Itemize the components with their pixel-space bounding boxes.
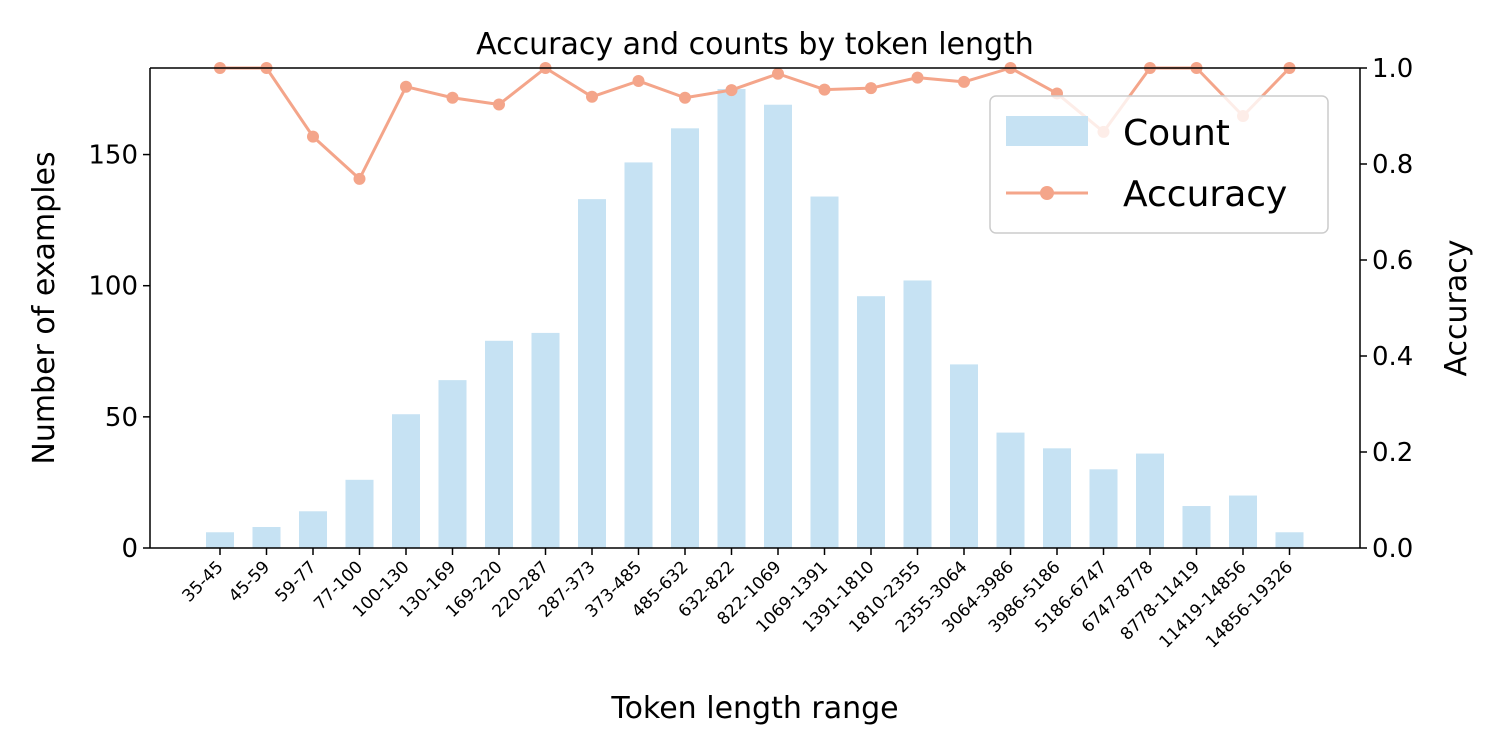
bar-8778-11419: [1182, 506, 1211, 548]
bar-632-822: [717, 88, 746, 548]
accuracy-point-1810-2355: [911, 71, 924, 84]
bar-35-45: [206, 532, 234, 548]
plot-area: 0501001500.00.20.40.60.81.035-4545-5959-…: [88, 54, 1413, 652]
bar-287-373: [578, 199, 606, 549]
bar-14856-19326: [1275, 532, 1304, 548]
accuracy-point-1069-1391: [818, 83, 831, 96]
y2-tick-label: 0.6: [1372, 246, 1413, 276]
bar-220-287: [531, 332, 560, 548]
accuracy-point-77-100: [353, 172, 366, 185]
accuracy-point-287-373: [586, 90, 598, 103]
accuracy-point-130-169: [446, 91, 459, 104]
y2-tick-label: 0.0: [1372, 534, 1413, 564]
x-tick-label: 35-45: [178, 557, 227, 606]
accuracy-point-2355-3064: [958, 75, 970, 88]
bar-130-169: [438, 380, 467, 548]
bar-100-130: [392, 414, 420, 548]
bar-11419-14856: [1229, 495, 1257, 548]
legend-count-label: Count: [1123, 113, 1230, 154]
y2-tick-label: 0.4: [1372, 342, 1413, 372]
accuracy-point-169-220: [493, 98, 505, 111]
bar-1391-1810: [857, 296, 885, 548]
y2-tick-label: 0.2: [1372, 438, 1413, 468]
y-tick-label: 0: [121, 534, 138, 564]
bar-169-220: [485, 340, 513, 548]
x-axis-label: Token length range: [610, 691, 898, 726]
accuracy-point-822-1069: [772, 67, 784, 80]
accuracy-point-59-77: [307, 130, 319, 143]
accuracy-point-1391-1810: [865, 82, 877, 95]
bar-3064-3986: [996, 432, 1025, 548]
bar-2355-3064: [950, 364, 978, 548]
bar-59-77: [299, 511, 327, 548]
bar-822-1069: [764, 104, 792, 548]
y2-axis-label: Accuracy: [1439, 240, 1474, 377]
accuracy-point-373-485: [632, 74, 645, 87]
y-axis-label: Number of examples: [27, 151, 62, 464]
y-tick-label: 150: [88, 141, 138, 171]
bar-485-632: [671, 128, 699, 548]
bar-1069-1391: [810, 196, 839, 548]
accuracy-point-632-822: [725, 84, 738, 97]
bar-6747-8778: [1136, 453, 1164, 548]
y-tick-label: 50: [105, 403, 138, 433]
accuracy-point-100-130: [400, 80, 412, 93]
y-tick-label: 100: [88, 272, 138, 302]
bar-45-59: [252, 527, 281, 548]
x-tick-label: 45-59: [225, 557, 274, 606]
bar-373-485: [624, 162, 653, 549]
bar-1810-2355: [903, 280, 932, 548]
accuracy-point-485-632: [679, 91, 691, 104]
y2-tick-label: 1.0: [1372, 54, 1413, 84]
bar-5186-6747: [1089, 469, 1118, 548]
bar-3986-5186: [1043, 448, 1071, 548]
bar-77-100: [345, 479, 374, 548]
legend-accuracy-marker: [1040, 186, 1054, 200]
chart-title: Accuracy and counts by token length: [476, 27, 1034, 62]
y2-tick-label: 0.8: [1372, 150, 1413, 180]
legend-accuracy-label: Accuracy: [1123, 174, 1287, 215]
legend-count-swatch: [1006, 116, 1088, 146]
